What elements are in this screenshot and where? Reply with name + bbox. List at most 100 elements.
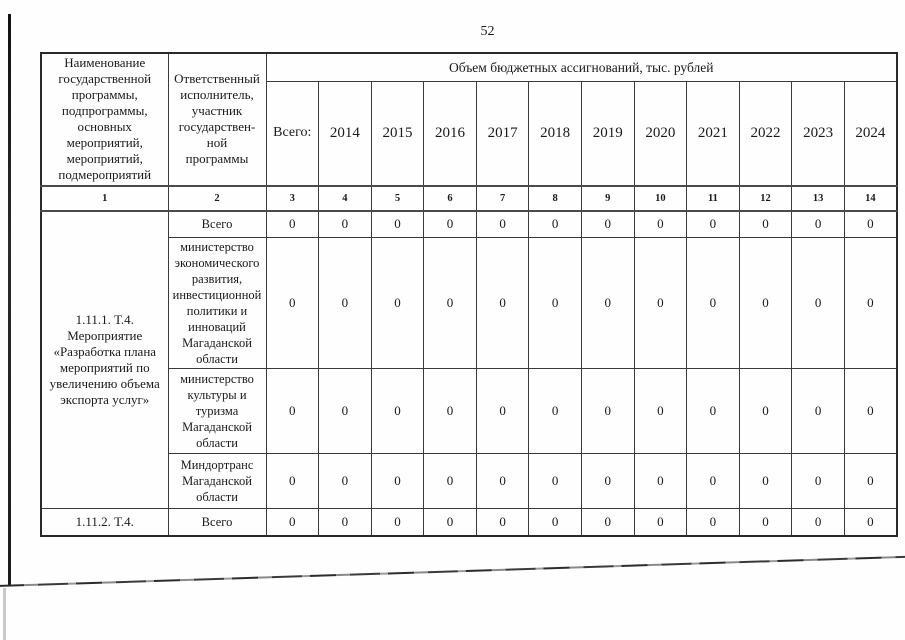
value-cell: 0 bbox=[580, 508, 635, 536]
value-cell: 0 bbox=[423, 210, 477, 238]
budget-table-container: Наименование государственной программы, … bbox=[40, 52, 898, 537]
executor-cell: Всего bbox=[167, 210, 267, 238]
value-cell: 0 bbox=[318, 453, 372, 509]
header-program-name: Наименование государственной программы, … bbox=[40, 52, 169, 186]
value-cell: 0 bbox=[633, 508, 688, 536]
value-cell: 0 bbox=[265, 368, 320, 454]
value-cell: 0 bbox=[528, 453, 582, 509]
header-year: 2016 bbox=[423, 81, 477, 186]
scan-edge-line-faint bbox=[3, 588, 6, 640]
value-cell: 0 bbox=[791, 210, 845, 238]
header-year: 2024 bbox=[843, 81, 898, 186]
value-cell: 0 bbox=[370, 453, 425, 509]
header-row-years: Всего: 2014 2015 2016 2017 2018 2019 2020 2021 2… bbox=[41, 81, 898, 186]
header-year: 2023 bbox=[791, 81, 845, 186]
header-column-number: 13 bbox=[791, 184, 845, 212]
value-cell: 0 bbox=[265, 453, 320, 509]
value-cell: 0 bbox=[738, 237, 793, 369]
value-cell: 0 bbox=[686, 453, 740, 509]
header-column-number: 14 bbox=[843, 184, 898, 212]
value-cell: 0 bbox=[318, 210, 372, 238]
value-cell: 0 bbox=[791, 508, 845, 536]
program-name-cell: 1.11.1. Т.4. Мероприятие «Разработка пла… bbox=[40, 210, 169, 509]
value-cell: 0 bbox=[738, 453, 793, 509]
value-cell: 0 bbox=[475, 368, 530, 454]
value-cell: 0 bbox=[633, 453, 688, 509]
value-cell: 0 bbox=[843, 508, 898, 536]
executor-cell: Миндортранс Магаданской области bbox=[167, 453, 267, 509]
page-number: 52 bbox=[480, 24, 495, 39]
header-column-number: 4 bbox=[318, 184, 372, 212]
value-cell: 0 bbox=[423, 368, 477, 454]
value-cell: 0 bbox=[528, 368, 582, 454]
budget-table-header: Наименование государственной программы, … bbox=[40, 52, 898, 212]
header-column-number: 11 bbox=[686, 184, 740, 212]
table-row: 1.11.1. Т.4. Мероприятие «Разработка пла… bbox=[40, 210, 898, 509]
value-cell: 0 bbox=[265, 508, 320, 536]
value-cell: 0 bbox=[686, 508, 740, 536]
value-cell: 0 bbox=[423, 237, 477, 369]
header-column-number: 5 bbox=[370, 184, 425, 212]
header-column-number: 8 bbox=[528, 184, 582, 212]
value-cell: 0 bbox=[475, 210, 530, 238]
executor-cell: министерство культуры и туризма Магаданс… bbox=[167, 368, 267, 454]
value-cell: 0 bbox=[265, 237, 320, 369]
value-cell: 0 bbox=[423, 508, 477, 536]
header-year: 2018 bbox=[528, 81, 582, 186]
budget-table: Наименование государственной программы, … bbox=[40, 52, 898, 537]
value-cell: 0 bbox=[580, 237, 635, 369]
value-cell: 0 bbox=[738, 368, 793, 454]
header-column-number: 1 bbox=[40, 184, 169, 212]
budget-table-body: 1.11.1. Т.4. Мероприятие «Разработка пла… bbox=[40, 210, 898, 536]
value-cell: 0 bbox=[318, 237, 372, 369]
header-year: 2020 bbox=[633, 81, 688, 186]
value-cell: 0 bbox=[843, 210, 898, 238]
header-total: Всего: bbox=[265, 81, 320, 186]
value-cell: 0 bbox=[633, 368, 688, 454]
value-cell: 0 bbox=[686, 368, 740, 454]
program-name-cell: 1.11.2. Т.4. bbox=[40, 508, 169, 536]
header-year: 2022 bbox=[738, 81, 793, 186]
value-cell: 0 bbox=[738, 210, 793, 238]
header-budget-span: Объем бюджетных ассигнований, тыс. рубле… bbox=[265, 52, 898, 82]
value-cell: 0 bbox=[370, 368, 425, 454]
value-cell: 0 bbox=[370, 210, 425, 238]
value-cell: 0 bbox=[370, 237, 425, 369]
table-row: 1.11.2. Т.4. Всего 0 0 0 0 0 0 0 0 0 0 0 0 bbox=[40, 508, 898, 536]
header-year: 2019 bbox=[580, 81, 635, 186]
table-row: Миндортранс Магаданской области 0 0 0 0 0 0 0 0 0… bbox=[41, 453, 898, 509]
header-column-number: 3 bbox=[265, 184, 320, 212]
value-cell: 0 bbox=[580, 453, 635, 509]
value-cell: 0 bbox=[528, 508, 582, 536]
value-cell: 0 bbox=[580, 210, 635, 238]
value-cell: 0 bbox=[475, 508, 530, 536]
value-cell: 0 bbox=[423, 453, 477, 509]
value-cell: 0 bbox=[686, 210, 740, 238]
value-cell: 0 bbox=[370, 508, 425, 536]
value-cell: 0 bbox=[843, 368, 898, 454]
table-row: министерство культуры и туризма Магаданс… bbox=[41, 368, 898, 454]
header-row-numbers: 1 2 3 4 5 6 7 8 9 10 11 12 13 14 bbox=[40, 184, 898, 212]
scan-edge-line bbox=[8, 14, 11, 586]
value-cell: 0 bbox=[843, 453, 898, 509]
header-year: 2015 bbox=[370, 81, 425, 186]
executor-cell: Всего bbox=[167, 508, 267, 536]
value-cell: 0 bbox=[791, 368, 845, 454]
header-year: 2021 bbox=[686, 81, 740, 186]
value-cell: 0 bbox=[633, 210, 688, 238]
value-cell: 0 bbox=[475, 453, 530, 509]
value-cell: 0 bbox=[528, 210, 582, 238]
header-column-number: 7 bbox=[475, 184, 530, 212]
header-executor: Ответственный исполнитель, участник госу… bbox=[167, 52, 267, 186]
executor-cell: министерство экономического развития, ин… bbox=[167, 237, 267, 369]
table-row: министерство экономического развития, ин… bbox=[41, 237, 898, 369]
value-cell: 0 bbox=[580, 368, 635, 454]
value-cell: 0 bbox=[475, 237, 530, 369]
header-column-number: 9 bbox=[580, 184, 635, 212]
value-cell: 0 bbox=[686, 237, 740, 369]
value-cell: 0 bbox=[791, 237, 845, 369]
header-column-number: 12 bbox=[738, 184, 793, 212]
value-cell: 0 bbox=[843, 237, 898, 369]
header-year: 2014 bbox=[318, 81, 372, 186]
